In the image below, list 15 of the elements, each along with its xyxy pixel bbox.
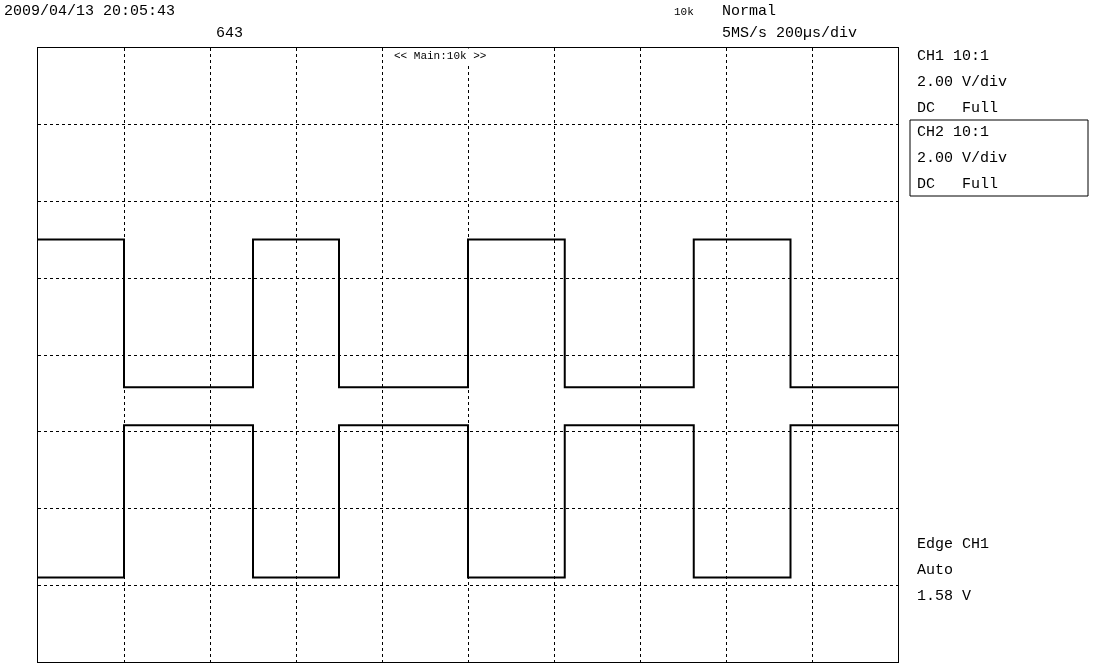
- text: Normal: [722, 3, 777, 20]
- text: 5MS/s 200µs/div: [722, 25, 858, 42]
- text: Auto: [917, 562, 954, 579]
- text: CH1 10:1: [917, 48, 990, 65]
- text: 2.00 V/div: [917, 74, 1008, 91]
- text: 2009/04/13 20:05:43: [4, 3, 176, 20]
- text: DC Full: [917, 100, 999, 117]
- text: CH2 10:1: [917, 124, 990, 141]
- text: Edge CH1: [917, 536, 990, 553]
- text: 10k: [674, 6, 695, 18]
- text: 1.58 V: [917, 588, 972, 605]
- text: 643: [216, 25, 244, 42]
- text: 2.00 V/div: [917, 150, 1008, 167]
- text: << Main:10k >>: [394, 50, 487, 62]
- text: DC Full: [917, 176, 999, 193]
